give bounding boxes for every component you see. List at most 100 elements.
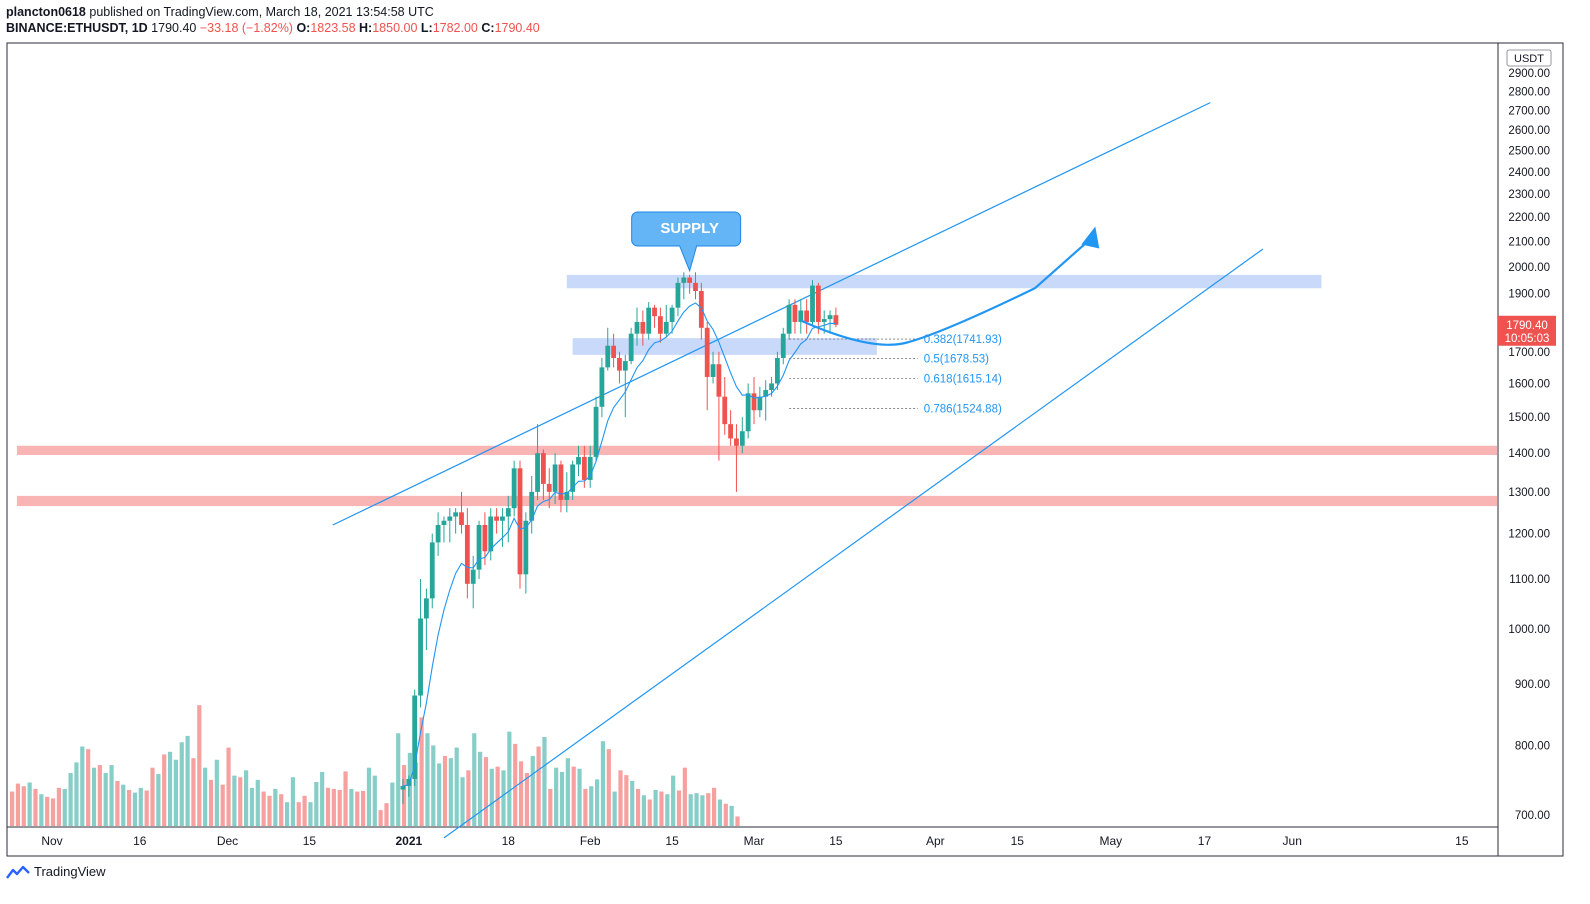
volume-bar (173, 759, 178, 826)
demand-zone[interactable] (572, 338, 877, 355)
candle-body (739, 431, 745, 446)
candle (640, 310, 646, 346)
volume-bar (559, 771, 565, 826)
candle-body (476, 525, 482, 570)
candle-body (827, 315, 833, 320)
candle (757, 386, 763, 418)
supply-zone[interactable] (566, 274, 1322, 289)
volume-bar (571, 766, 576, 826)
publisher-name[interactable]: plancton0618 (6, 5, 86, 19)
projection-curve[interactable] (800, 235, 1095, 346)
candle (751, 376, 757, 425)
time-tick-label: Dec (217, 834, 238, 848)
channel-lower-line[interactable] (443, 248, 1264, 839)
candle (681, 272, 687, 300)
volume-bar (671, 775, 676, 826)
candle-body (488, 516, 494, 552)
symbol-name[interactable]: BINANCE:ETHUSDT, 1D (6, 21, 148, 35)
volume-bar (349, 788, 354, 826)
candle-body (728, 424, 733, 439)
volume-bar (665, 794, 670, 826)
candle-body (745, 393, 751, 432)
candle-body (792, 304, 798, 322)
support-zone-1400[interactable] (16, 445, 1497, 456)
volume-bar (62, 788, 67, 826)
candle (511, 460, 517, 517)
volume-bar (45, 796, 50, 826)
volume-bar (232, 775, 237, 826)
volume-bar (121, 784, 126, 826)
volume-bar (279, 794, 284, 826)
candle (833, 307, 839, 328)
high-label: H: (359, 21, 373, 35)
tradingview-brand[interactable]: TradingView (34, 864, 106, 879)
volume-bar (273, 788, 278, 826)
volume-bar (74, 762, 79, 826)
candle-body (815, 285, 821, 322)
candle (429, 533, 435, 609)
volume-bar (507, 731, 512, 826)
candle (745, 383, 751, 439)
currency-label: USDT (1514, 53, 1544, 65)
publish-text: published on TradingView.com, March 18, … (89, 5, 434, 19)
candle-body (453, 512, 459, 517)
candle (593, 396, 599, 461)
volume-bar (437, 763, 442, 826)
volume-bar (407, 752, 412, 826)
volume-bar (384, 803, 389, 826)
candle-body (710, 364, 716, 377)
volume-bar (197, 705, 202, 826)
volume-bar (396, 733, 401, 826)
volume-bar (244, 770, 249, 826)
price-tick-label: 2700.00 (1508, 105, 1550, 117)
candle (447, 508, 453, 543)
volume-bar (138, 787, 143, 826)
candle-body (429, 542, 435, 599)
last-price-value: 1790.40 (1506, 320, 1548, 332)
candle-body (576, 456, 581, 465)
volume-bar (536, 746, 541, 826)
candle-body (693, 282, 698, 292)
supply-callout[interactable] (631, 211, 742, 273)
candle (810, 280, 815, 325)
candle-body (810, 285, 815, 322)
volume-bar (489, 768, 494, 826)
volume-bar (717, 799, 723, 826)
volume-bar (366, 767, 372, 826)
candle (488, 508, 494, 561)
volume-bar (355, 791, 360, 826)
currency-badge[interactable] (1506, 49, 1552, 67)
volume-bar (296, 802, 301, 826)
channel-upper-line[interactable] (332, 102, 1211, 526)
support-zone-1280[interactable] (16, 495, 1497, 507)
volume-bar (524, 773, 529, 826)
volume-bar (343, 771, 348, 826)
volume-bar (144, 790, 149, 826)
fib-level-label: 0.786(1524.88) (924, 404, 1002, 416)
fib-level-label: 0.618(1615.14) (924, 374, 1002, 386)
candle (535, 424, 540, 500)
publish-info: plancton0618 published on TradingView.co… (6, 4, 540, 20)
volume-bar (220, 784, 225, 826)
candle-body (669, 307, 675, 322)
volume-bar (413, 762, 418, 826)
moving-average-line[interactable] (402, 302, 836, 787)
volume-bar (635, 788, 641, 826)
candle (500, 508, 505, 547)
candle-body (424, 598, 429, 619)
last-price-marker[interactable] (1498, 315, 1556, 346)
volume-bar (214, 759, 219, 826)
volume-bar (314, 782, 319, 826)
price-tick-label: 2800.00 (1508, 86, 1550, 98)
volume-bar (706, 793, 711, 826)
candle-body (640, 321, 646, 334)
candle (617, 351, 622, 384)
tradingview-footer: TradingView (6, 864, 106, 879)
time-tick-label: 15 (1011, 834, 1025, 848)
price-tick-label: 2500.00 (1508, 145, 1550, 157)
candle (693, 272, 698, 300)
candle (418, 579, 423, 708)
price-change: −33.18 (−1.82%) (199, 21, 293, 35)
candle-body (435, 525, 441, 543)
